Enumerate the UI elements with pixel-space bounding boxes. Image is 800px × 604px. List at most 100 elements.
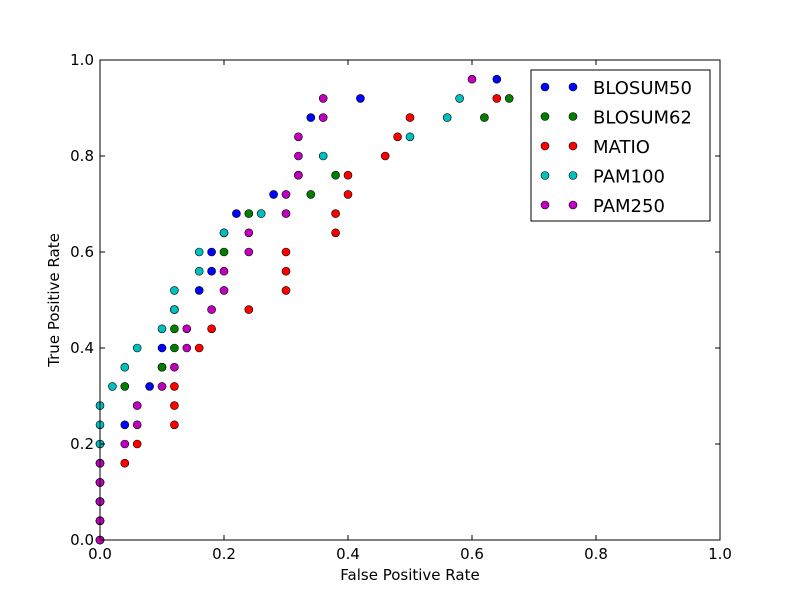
- data-point: [120, 458, 130, 468]
- data-point: [269, 190, 278, 199]
- legend-marker: [568, 141, 578, 151]
- data-point: [120, 362, 130, 372]
- data-point: [120, 382, 130, 391]
- x-tick-label: 1.0: [708, 545, 732, 563]
- data-point: [120, 420, 130, 430]
- data-point: [170, 401, 179, 410]
- y-tick-label: 0.8: [70, 147, 94, 165]
- data-point: [132, 401, 142, 410]
- y-tick-label: 0.0: [70, 531, 94, 549]
- data-point: [219, 266, 229, 276]
- x-tick-label: 0.6: [460, 545, 484, 563]
- data-point: [244, 209, 254, 218]
- x-tick-label: 0.2: [212, 545, 236, 563]
- data-point: [318, 94, 328, 103]
- plot-frame: [99, 59, 721, 541]
- legend-marker: [540, 200, 550, 210]
- data-point: [182, 343, 192, 353]
- data-point: [219, 228, 229, 238]
- y-tick-label: 0.4: [70, 339, 94, 357]
- data-point: [207, 324, 216, 334]
- data-point: [331, 209, 340, 218]
- data-point: [318, 113, 328, 122]
- data-point: [281, 190, 291, 199]
- x-tick-label: 0.4: [336, 545, 360, 563]
- data-point: [281, 286, 291, 295]
- data-point: [194, 266, 204, 276]
- data-point: [132, 439, 142, 449]
- data-point: [207, 305, 216, 314]
- data-point: [244, 247, 254, 257]
- data-point: [157, 324, 167, 334]
- x-tick-label: 0.0: [88, 545, 112, 563]
- legend-marker: [568, 200, 578, 210]
- data-point: [343, 170, 353, 180]
- data-point: [207, 266, 216, 276]
- data-point: [170, 305, 179, 314]
- legend-marker: [568, 82, 578, 92]
- y-axis-label: True Positive Rate: [45, 233, 63, 368]
- data-point: [492, 74, 502, 84]
- data-point: [194, 286, 204, 295]
- data-point: [356, 94, 365, 103]
- data-point: [480, 113, 489, 122]
- data-point: [232, 209, 241, 218]
- legend-label: BLOSUM50: [593, 78, 692, 99]
- data-point: [244, 228, 254, 238]
- legend-label: PAM100: [593, 167, 665, 188]
- x-tick-label: 0.8: [584, 545, 608, 563]
- axis-ticks: 0.0 0.2 0.4 0.6 0.8 1.0 0.0 0.2 0.4 0.6 0.8 1.0: [70, 51, 732, 563]
- data-point: [455, 94, 464, 103]
- data-point: [281, 266, 291, 276]
- data-point: [306, 190, 316, 199]
- data-point: [157, 382, 167, 391]
- data-point: [281, 247, 291, 257]
- data-point: [219, 286, 229, 295]
- data-point: [219, 247, 229, 257]
- data-point: [157, 343, 167, 353]
- data-point: [132, 343, 142, 353]
- data-point: [194, 343, 204, 353]
- legend-label: PAM250: [593, 196, 665, 217]
- data-point: [132, 420, 142, 430]
- data-point: [108, 382, 117, 391]
- data-point: [405, 132, 415, 142]
- data-point: [256, 209, 266, 218]
- legend-marker: [540, 112, 550, 121]
- data-point: [281, 209, 291, 218]
- data-point: [331, 228, 340, 238]
- legend-marker: [568, 171, 578, 180]
- data-point: [157, 362, 167, 372]
- data-point: [467, 74, 477, 84]
- data-point: [343, 190, 353, 199]
- legend: BLOSUM50 BLOSUM62 MATIO PAM100 PAM250: [530, 69, 711, 222]
- data-point: [170, 324, 179, 334]
- legend-marker: [540, 82, 550, 92]
- data-point: [504, 94, 514, 103]
- legend-box: [530, 69, 711, 222]
- data-point: [170, 382, 179, 391]
- data-point: [145, 382, 154, 391]
- data-point: [170, 420, 179, 430]
- legend-marker: [540, 141, 550, 151]
- y-tick-label: 0.6: [70, 243, 94, 261]
- data-point: [244, 305, 254, 314]
- data-points: [95, 74, 514, 545]
- data-point: [405, 113, 415, 122]
- data-point: [306, 113, 316, 122]
- x-axis-label: False Positive Rate: [340, 566, 479, 584]
- data-point: [170, 286, 179, 295]
- data-point: [380, 151, 390, 161]
- legend-marker: [568, 112, 578, 121]
- data-point: [120, 439, 130, 449]
- data-point: [170, 343, 179, 353]
- data-point: [294, 170, 303, 180]
- data-point: [294, 151, 303, 161]
- data-point: [393, 132, 402, 142]
- y-tick-label: 0.2: [70, 435, 94, 453]
- data-point: [207, 247, 216, 257]
- legend-label: BLOSUM62: [593, 108, 692, 129]
- data-point: [182, 324, 192, 334]
